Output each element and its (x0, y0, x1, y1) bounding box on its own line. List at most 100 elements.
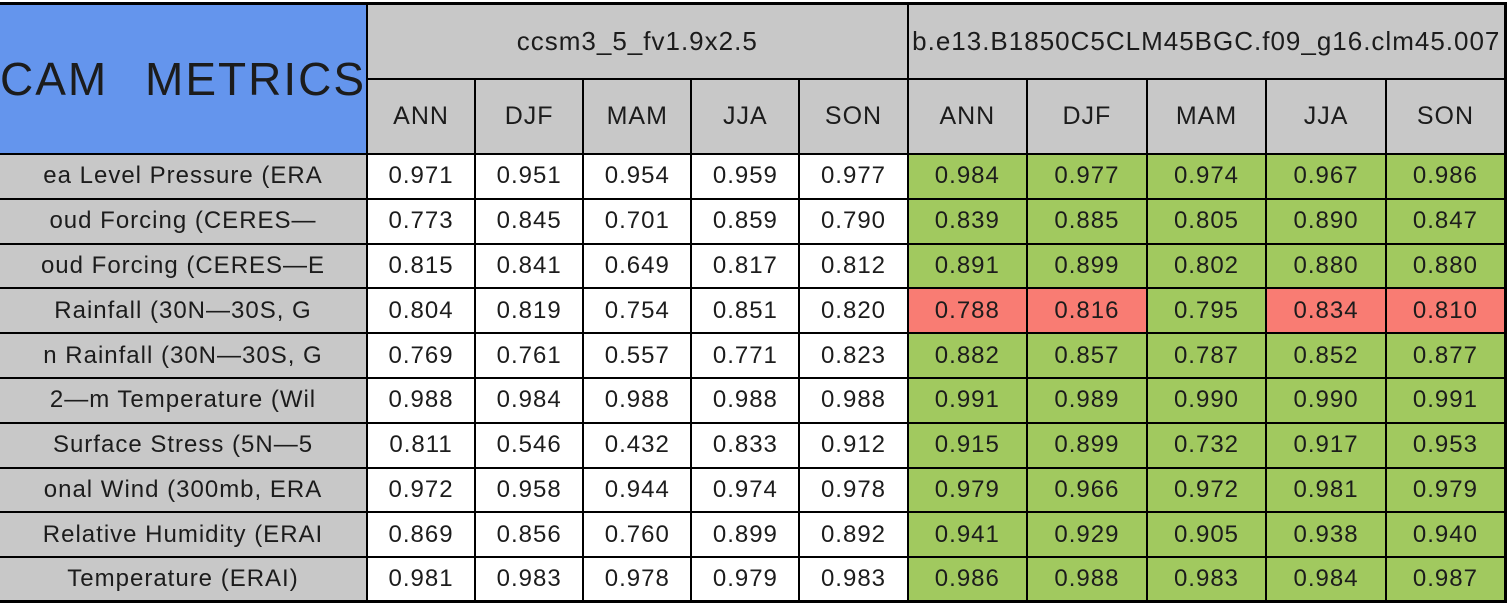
value-cell: 0.981 (365, 556, 477, 603)
value-cell: 0.877 (1384, 332, 1507, 379)
value-cell: 0.977 (798, 153, 909, 200)
season-header-row: ANN DJF MAM JJA SON ANN DJF MAM JJA SON (0, 78, 1507, 155)
table-title: CAM METRICS (0, 2, 368, 155)
table-row: oud Forcing (CERES—E 0.815 0.841 0.649 0… (0, 242, 1507, 290)
value-cell: 0.869 (365, 511, 477, 559)
value-cell: 0.701 (582, 197, 693, 245)
value-cell: 0.981 (1265, 466, 1387, 514)
value-cell: 0.841 (474, 242, 585, 290)
value-cell: 0.979 (690, 556, 801, 603)
value-cell: 0.940 (1384, 511, 1507, 559)
value-cell: 0.988 (582, 376, 693, 424)
value-cell: 0.811 (365, 421, 477, 469)
value-cell: 0.991 (906, 376, 1029, 424)
table-row: 2—m Temperature (Wil 0.988 0.984 0.988 0… (0, 376, 1507, 424)
value-cell: 0.986 (906, 556, 1029, 603)
value-cell: 0.773 (365, 197, 477, 245)
value-cell: 0.989 (1026, 376, 1148, 424)
row-label: ea Level Pressure (ERA (0, 153, 368, 200)
row-label: Rainfall (30N—30S, G (0, 287, 368, 335)
value-cell: 0.979 (906, 466, 1029, 514)
value-cell: 0.988 (365, 376, 477, 424)
value-cell: 0.804 (365, 287, 477, 335)
value-cell: 0.820 (798, 287, 909, 335)
season-header-m1-mam: MAM (582, 78, 693, 155)
value-cell: 0.977 (1026, 153, 1148, 200)
value-cell: 0.557 (582, 332, 693, 379)
value-cell: 0.852 (1265, 332, 1387, 379)
value-cell: 0.988 (1026, 556, 1148, 603)
season-header-m1-son: SON (798, 78, 909, 155)
value-cell: 0.546 (474, 421, 585, 469)
value-cell: 0.953 (1384, 421, 1507, 469)
season-header-m2-son: SON (1384, 78, 1507, 155)
value-cell: 0.899 (690, 511, 801, 559)
row-label: n Rainfall (30N—30S, G (0, 332, 368, 379)
value-cell: 0.978 (798, 466, 909, 514)
value-cell: 0.760 (582, 511, 693, 559)
value-cell: 0.938 (1265, 511, 1387, 559)
value-cell: 0.817 (690, 242, 801, 290)
value-cell: 0.812 (798, 242, 909, 290)
value-cell: 0.990 (1145, 376, 1268, 424)
value-cell: 0.972 (1145, 466, 1268, 514)
row-label: oud Forcing (CERES— (0, 197, 368, 245)
table-row: oud Forcing (CERES— 0.773 0.845 0.701 0.… (0, 197, 1507, 245)
value-cell: 0.983 (798, 556, 909, 603)
value-cell: 0.971 (365, 153, 477, 200)
value-cell: 0.649 (582, 242, 693, 290)
value-cell: 0.984 (1265, 556, 1387, 603)
row-label: 2—m Temperature (Wil (0, 376, 368, 424)
value-cell: 0.845 (474, 197, 585, 245)
value-cell: 0.991 (1384, 376, 1507, 424)
value-cell: 0.974 (690, 466, 801, 514)
value-cell: 0.833 (690, 421, 801, 469)
value-cell: 0.905 (1145, 511, 1268, 559)
value-cell: 0.885 (1026, 197, 1148, 245)
value-cell: 0.788 (906, 287, 1029, 335)
value-cell: 0.851 (690, 287, 801, 335)
value-cell: 0.856 (474, 511, 585, 559)
value-cell: 0.857 (1026, 332, 1148, 379)
value-cell: 0.917 (1265, 421, 1387, 469)
value-cell: 0.892 (798, 511, 909, 559)
model1-name-header: ccsm3_5_fv1.9x2.5 (366, 2, 909, 80)
value-cell: 0.790 (798, 197, 909, 245)
value-cell: 0.880 (1384, 242, 1507, 290)
model2-name-header: b.e13.B1850C5CLM45BGC.f09_g16.clm45.007 (906, 2, 1507, 80)
value-cell: 0.984 (474, 376, 585, 424)
value-cell: 0.988 (798, 376, 909, 424)
value-cell: 0.979 (1384, 466, 1507, 514)
row-label: Temperature (ERAI) (0, 556, 368, 603)
table-row: n Rainfall (30N—30S, G 0.769 0.761 0.557… (0, 332, 1507, 379)
table-row: Relative Humidity (ERAI 0.869 0.856 0.76… (0, 511, 1507, 559)
value-cell: 0.819 (474, 287, 585, 335)
value-cell: 0.990 (1265, 376, 1387, 424)
table-row: ea Level Pressure (ERA 0.971 0.951 0.954… (0, 153, 1507, 200)
value-cell: 0.944 (582, 466, 693, 514)
value-cell: 0.882 (906, 332, 1029, 379)
value-cell: 0.929 (1026, 511, 1148, 559)
value-cell: 0.958 (474, 466, 585, 514)
value-cell: 0.959 (690, 153, 801, 200)
value-cell: 0.754 (582, 287, 693, 335)
season-header-m2-ann: ANN (906, 78, 1029, 155)
value-cell: 0.795 (1145, 287, 1268, 335)
value-cell: 0.988 (690, 376, 801, 424)
group-header-row: CAM METRICS ccsm3_5_fv1.9x2.5 b.e13.B185… (0, 2, 1507, 155)
value-cell: 0.987 (1384, 556, 1507, 603)
table-row: onal Wind (300mb, ERA 0.972 0.958 0.944 … (0, 466, 1507, 514)
season-header-m1-djf: DJF (474, 78, 585, 155)
value-cell: 0.966 (1026, 466, 1148, 514)
value-cell: 0.823 (798, 332, 909, 379)
value-cell: 0.880 (1265, 242, 1387, 290)
value-cell: 0.815 (365, 242, 477, 290)
value-cell: 0.761 (474, 332, 585, 379)
value-cell: 0.805 (1145, 197, 1268, 245)
value-cell: 0.839 (906, 197, 1029, 245)
value-cell: 0.771 (690, 332, 801, 379)
value-cell: 0.954 (582, 153, 693, 200)
season-header-m1-ann: ANN (365, 78, 477, 155)
season-header-m2-jja: JJA (1265, 78, 1387, 155)
